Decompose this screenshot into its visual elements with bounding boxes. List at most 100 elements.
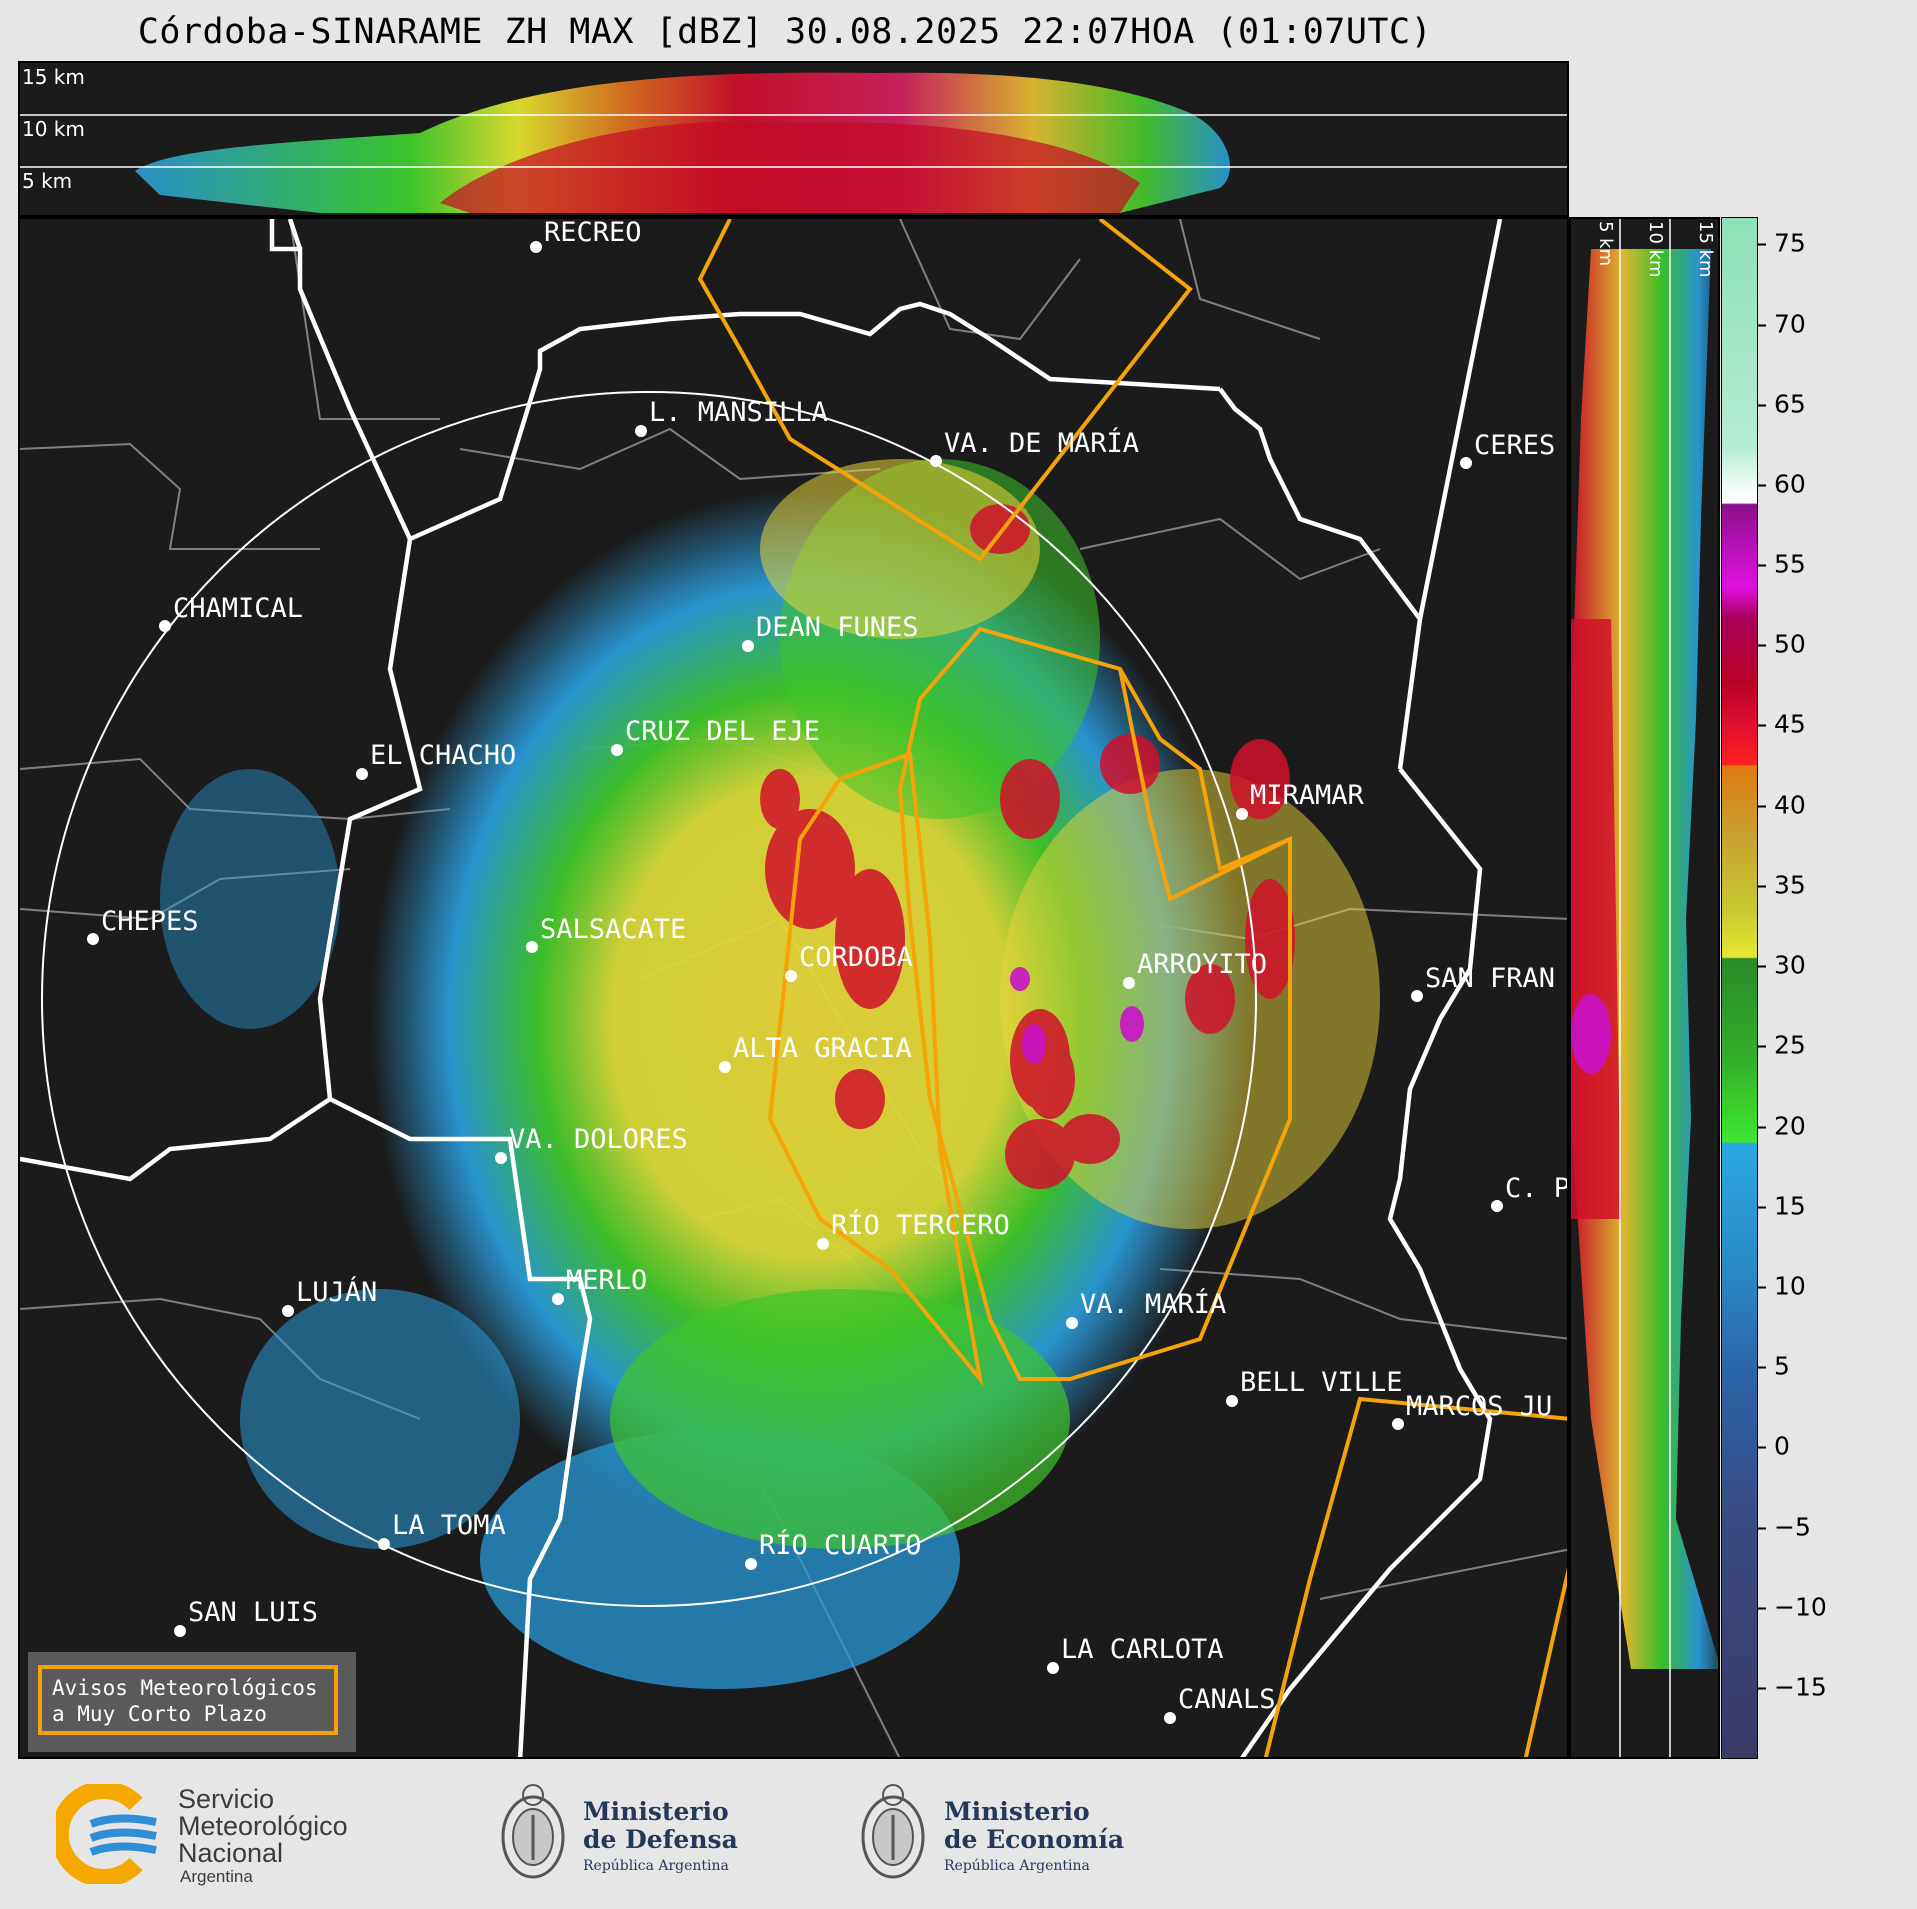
range-ring	[41, 391, 1257, 1607]
side-cross-section-svg	[1571, 219, 1718, 1757]
city-dot-recreo	[530, 241, 542, 253]
economia-shield-icon	[861, 1784, 925, 1879]
defensa-line-1: Ministerio	[583, 1797, 729, 1826]
city-label: CHAMICAL	[173, 593, 303, 624]
economia-line-1: Ministerio	[944, 1797, 1090, 1826]
city-label: EL CHACHO	[370, 740, 516, 771]
city-label: RECREO	[544, 219, 642, 248]
city-dot-ceres	[1460, 457, 1472, 469]
colorbar-tick: 25	[1759, 1031, 1806, 1060]
reflectivity-colorbar	[1721, 217, 1758, 1759]
colorbar-tick: 70	[1759, 310, 1806, 339]
colorbar-tick: 50	[1759, 630, 1806, 659]
city-dot-chamical	[159, 620, 171, 632]
side-echo-extreme	[1571, 994, 1611, 1074]
legend-line-2: a Muy Corto Plazo	[52, 1702, 267, 1726]
smn-line-4: Argentina	[180, 1867, 253, 1886]
colorbar-tick: −15	[1759, 1673, 1827, 1702]
city-dot-va-maria	[1066, 1317, 1078, 1329]
city-dot-canals	[1164, 1712, 1176, 1724]
radar-map-panel: RECREO L. MANSILLA VA. DE MARÍA CERES CH…	[18, 217, 1569, 1759]
side-cross-section-panel: 5 km 10 km 15 km	[1569, 217, 1720, 1759]
city-label: SAN LUIS	[188, 1597, 318, 1628]
colorbar-tick: 5	[1759, 1352, 1790, 1381]
colorbar-tick: 20	[1759, 1112, 1806, 1141]
city-label: VA. DOLORES	[509, 1124, 688, 1155]
colorbar-tick: 0	[1759, 1432, 1790, 1461]
colorbar-tick: 60	[1759, 470, 1806, 499]
city-dot-bell-ville	[1226, 1395, 1238, 1407]
city-label: CERES	[1474, 430, 1555, 461]
colorbar-tick: −5	[1759, 1513, 1811, 1542]
city-dot-lujan	[282, 1305, 294, 1317]
city-dot-la-carlota	[1047, 1662, 1059, 1674]
city-label: CANALS	[1178, 1684, 1276, 1715]
echo-north-core	[760, 459, 1040, 639]
smn-line-3: Nacional	[178, 1838, 284, 1868]
city-dot-cruz-del-eje	[611, 744, 623, 756]
colorbar-tick: 45	[1759, 710, 1806, 739]
echo-extreme-cores	[1010, 967, 1144, 1064]
footer: Servicio Meteorológico Nacional Argentin…	[0, 1759, 1917, 1909]
city-label: CORDOBA	[799, 942, 913, 973]
city-dot-salsacate	[526, 941, 538, 953]
city-dot-miramar	[1236, 808, 1248, 820]
city-markers	[87, 241, 1503, 1724]
radar-map-svg: RECREO L. MANSILLA VA. DE MARÍA CERES CH…	[20, 219, 1569, 1757]
city-label: ALTA GRACIA	[733, 1033, 912, 1064]
city-label: MERLO	[566, 1265, 647, 1296]
top-alt-label-5: 5 km	[22, 169, 73, 193]
province-borders	[20, 219, 1503, 1757]
city-dot-arroyito	[1123, 977, 1135, 989]
city-label: DEAN FUNES	[756, 612, 919, 643]
defensa-line-2: de Defensa	[583, 1825, 738, 1854]
city-dot-alta-gracia	[719, 1061, 731, 1073]
city-label: C. P	[1505, 1173, 1569, 1204]
city-dot-rio-tercero	[817, 1238, 829, 1250]
economia-line-2: de Economía	[944, 1825, 1125, 1854]
side-echo-profile	[1571, 249, 1718, 1669]
city-label: RÍO TERCERO	[831, 1209, 1010, 1241]
city-dot-marcos-ju	[1392, 1418, 1404, 1430]
city-dot-dean-funes	[742, 640, 754, 652]
city-label: LA CARLOTA	[1061, 1634, 1224, 1665]
city-label: LUJÁN	[296, 1276, 377, 1308]
colorbar-tick: −10	[1759, 1593, 1827, 1622]
city-label: VA. DE MARÍA	[944, 427, 1139, 459]
smn-line-1: Servicio	[178, 1784, 275, 1814]
city-dot-c-p	[1491, 1200, 1503, 1212]
top-cross-section-panel: 15 km 10 km 5 km	[18, 61, 1569, 217]
top-alt-label-10: 10 km	[22, 117, 85, 141]
city-label: L. MANSILLA	[649, 397, 828, 428]
city-dot-va-de-maria	[930, 455, 942, 467]
colorbar-tick: 10	[1759, 1272, 1806, 1301]
warning-polygons	[697, 219, 1567, 1757]
city-label: BELL VILLE	[1240, 1367, 1403, 1398]
city-dot-la-toma	[378, 1538, 390, 1550]
city-labels: RECREO L. MANSILLA VA. DE MARÍA CERES CH…	[101, 219, 1569, 1715]
smn-line-2: Meteorológico	[178, 1811, 348, 1841]
side-alt-label-10: 10 km	[1645, 221, 1666, 278]
smn-logo-icon	[56, 1784, 157, 1884]
city-dot-merlo	[552, 1293, 564, 1305]
city-dot-cordoba	[785, 970, 797, 982]
side-alt-label-5: 5 km	[1595, 221, 1616, 267]
colorbar-tick: 35	[1759, 871, 1806, 900]
city-label: VA. MARÍA	[1080, 1288, 1226, 1320]
city-dot-el-chacho	[356, 768, 368, 780]
city-dot-san-luis	[174, 1625, 186, 1637]
city-dot-rio-cuarto	[745, 1558, 757, 1570]
city-label: ARROYITO	[1137, 949, 1267, 980]
economia-line-3: República Argentina	[944, 1858, 1090, 1874]
colorbar-tick: 75	[1759, 229, 1806, 258]
colorbar-tick: 55	[1759, 550, 1806, 579]
defensa-shield-icon	[501, 1784, 565, 1879]
top-cross-section-svg	[20, 72, 1567, 213]
city-dot-l-mansilla	[635, 425, 647, 437]
city-label: MIRAMAR	[1250, 780, 1365, 811]
defensa-line-3: República Argentina	[583, 1858, 729, 1874]
city-label: LA TOMA	[392, 1510, 506, 1541]
map-title: Córdoba-SINARAME ZH MAX [dBZ] 30.08.2025…	[137, 12, 1433, 52]
top-alt-label-15: 15 km	[22, 65, 85, 89]
city-label: MARCOS JU	[1406, 1391, 1552, 1422]
